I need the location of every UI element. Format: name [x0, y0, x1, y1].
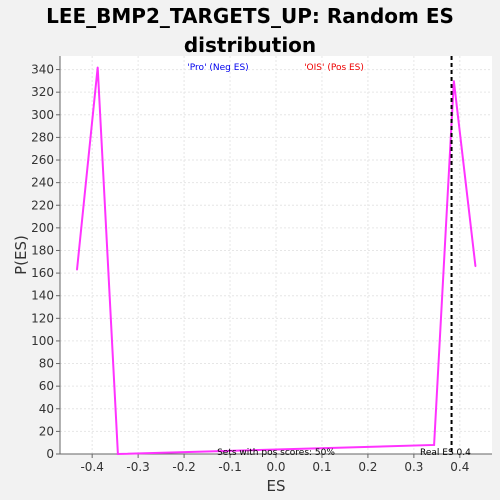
- chart-title-line-2: distribution: [183, 33, 317, 57]
- pos-es-label: 'OIS' (Pos ES): [304, 63, 364, 73]
- data-point: [474, 265, 477, 268]
- grid: [60, 56, 492, 455]
- data-point: [76, 268, 78, 271]
- y-tick-label: 0: [46, 447, 54, 461]
- chart-title-line-1: LEE_BMP2_TARGETS_UP: Random ES: [46, 4, 454, 28]
- annotations: 'Pro' (Neg ES) 'OIS' (Pos ES) Sets with …: [187, 63, 471, 458]
- ticks: -0.4 -0.3 -0.2 -0.1 0.0 0.1 0.2 0.3 0.4 0 20 40 60 80…: [31, 63, 469, 474]
- y-tick-label: 240: [31, 176, 54, 190]
- y-axis-title: P(ES): [12, 235, 30, 275]
- y-tick-label: 260: [31, 153, 54, 167]
- y-tick-label: 40: [39, 402, 54, 416]
- x-tick-label: -0.4: [80, 460, 103, 474]
- y-tick-label: 140: [31, 289, 54, 303]
- x-tick-label: 0.0: [266, 460, 285, 474]
- x-tick-label: 0.4: [450, 460, 469, 474]
- y-tick-label: 120: [31, 311, 54, 325]
- y-tick-label: 80: [39, 357, 54, 371]
- y-tick-label: 200: [31, 221, 54, 235]
- plot-area: [60, 56, 492, 454]
- sets-pos-scores-label: Sets with pos scores: 50%: [217, 448, 335, 458]
- data-point: [433, 444, 435, 446]
- x-tick-label: 0.2: [358, 460, 377, 474]
- chart-title: LEE_BMP2_TARGETS_UP: Random ES distribut…: [0, 2, 500, 60]
- y-tick-label: 300: [31, 108, 54, 122]
- y-tick-label: 180: [31, 243, 54, 257]
- x-tick-label: 0.3: [404, 460, 423, 474]
- y-tick-label: 160: [31, 266, 54, 280]
- y-tick-label: 320: [31, 85, 54, 99]
- y-tick-label: 220: [31, 198, 54, 212]
- neg-es-label: 'Pro' (Neg ES): [187, 63, 248, 73]
- x-tick-label: -0.2: [172, 460, 195, 474]
- y-tick-label: 280: [31, 130, 54, 144]
- y-tick-label: 60: [39, 379, 54, 393]
- data-point: [453, 80, 455, 82]
- x-tick-label: 0.1: [312, 460, 331, 474]
- x-tick-label: -0.1: [218, 460, 241, 474]
- series-line-0: [76, 67, 477, 456]
- x-tick-label: -0.3: [126, 460, 149, 474]
- y-tick-label: 100: [31, 334, 54, 348]
- real-es-label: Real ES 0.4: [420, 448, 471, 458]
- y-tick-label: 20: [39, 424, 54, 438]
- y-tick-label: 340: [31, 63, 54, 77]
- data-point: [96, 66, 99, 69]
- x-axis-title: ES: [267, 477, 286, 495]
- data-point: [117, 453, 119, 455]
- series-layer: [76, 56, 477, 456]
